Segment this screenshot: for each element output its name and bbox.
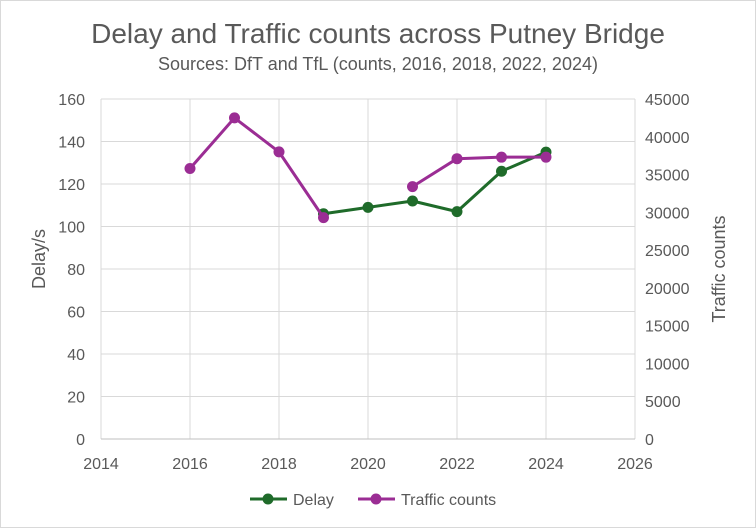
legend-marker-traffic-counts <box>370 493 382 505</box>
data-point-traffic-counts[interactable] <box>496 151 507 163</box>
y-axis-title: Delay/s <box>29 229 49 289</box>
grid-lines <box>100 98 636 439</box>
y-tick-label: 60 <box>67 305 85 322</box>
x-tick-label: 2016 <box>172 456 208 473</box>
x-tick-label: 2020 <box>350 456 386 473</box>
data-point-traffic-counts[interactable] <box>540 151 552 163</box>
legend-label-traffic-counts: Traffic counts <box>401 492 496 509</box>
data-point-traffic-counts[interactable] <box>318 212 329 224</box>
y2-tick-label: 5000 <box>645 394 681 411</box>
legend-label-delay: Delay <box>293 492 334 509</box>
y2-tick-label: 35000 <box>645 168 690 185</box>
data-point-delay[interactable] <box>362 201 374 213</box>
y2-tick-label: 20000 <box>645 281 690 298</box>
legend: Delay Traffic counts <box>250 492 496 509</box>
y2-tick-label: 15000 <box>645 319 690 336</box>
chart-subtitle: Sources: DfT and TfL (counts, 2016, 2018… <box>158 54 598 74</box>
legend-item-traffic-counts[interactable]: Traffic counts <box>358 492 496 509</box>
y-tick-label: 160 <box>58 92 85 109</box>
y-tick-label: 100 <box>58 220 85 237</box>
data-point-traffic-counts[interactable] <box>407 181 418 193</box>
y2-tick-label: 10000 <box>645 356 690 373</box>
chart-title: Delay and Traffic counts across Putney B… <box>91 18 665 49</box>
y-tick-label: 0 <box>76 432 85 449</box>
legend-marker-delay <box>262 493 274 505</box>
series-line-delay <box>323 150 547 216</box>
legend-item-delay[interactable]: Delay <box>250 492 334 509</box>
y2-tick-label: 30000 <box>645 205 690 222</box>
data-point-delay[interactable] <box>451 206 463 218</box>
y-tick-label: 40 <box>67 347 85 364</box>
data-point-delay[interactable] <box>407 195 418 207</box>
y2-tick-label: 25000 <box>645 243 690 260</box>
x-tick-label: 2018 <box>261 456 297 473</box>
data-point-traffic-counts[interactable] <box>184 163 196 175</box>
y2-tick-label: 45000 <box>645 92 690 109</box>
series-line-traffic-counts <box>188 116 325 219</box>
y-tick-label: 80 <box>67 262 85 279</box>
x-tick-label: 2022 <box>439 456 475 473</box>
x-tick-label: 2024 <box>528 456 564 473</box>
x-tick-label: 2026 <box>617 456 653 473</box>
y-tick-label: 20 <box>67 390 85 407</box>
y-tick-label: 140 <box>58 135 85 152</box>
y2-axis-title: Traffic counts <box>709 215 729 322</box>
data-point-traffic-counts[interactable] <box>451 153 463 165</box>
data-point-traffic-counts[interactable] <box>273 146 285 158</box>
data-point-delay[interactable] <box>496 165 507 177</box>
series-line-traffic-counts <box>411 155 546 188</box>
y2-tick-label: 40000 <box>645 130 690 147</box>
data-point-traffic-counts[interactable] <box>229 112 240 124</box>
y2-tick-label: 0 <box>645 432 654 449</box>
series <box>184 112 552 224</box>
y-tick-label: 120 <box>58 177 85 194</box>
series-traffic-counts <box>184 112 552 224</box>
x-tick-label: 2014 <box>83 456 119 473</box>
tick-labels: 0 20 40 60 80 100 120 140 160 2014 2016 2018 2020 202… <box>58 92 689 473</box>
